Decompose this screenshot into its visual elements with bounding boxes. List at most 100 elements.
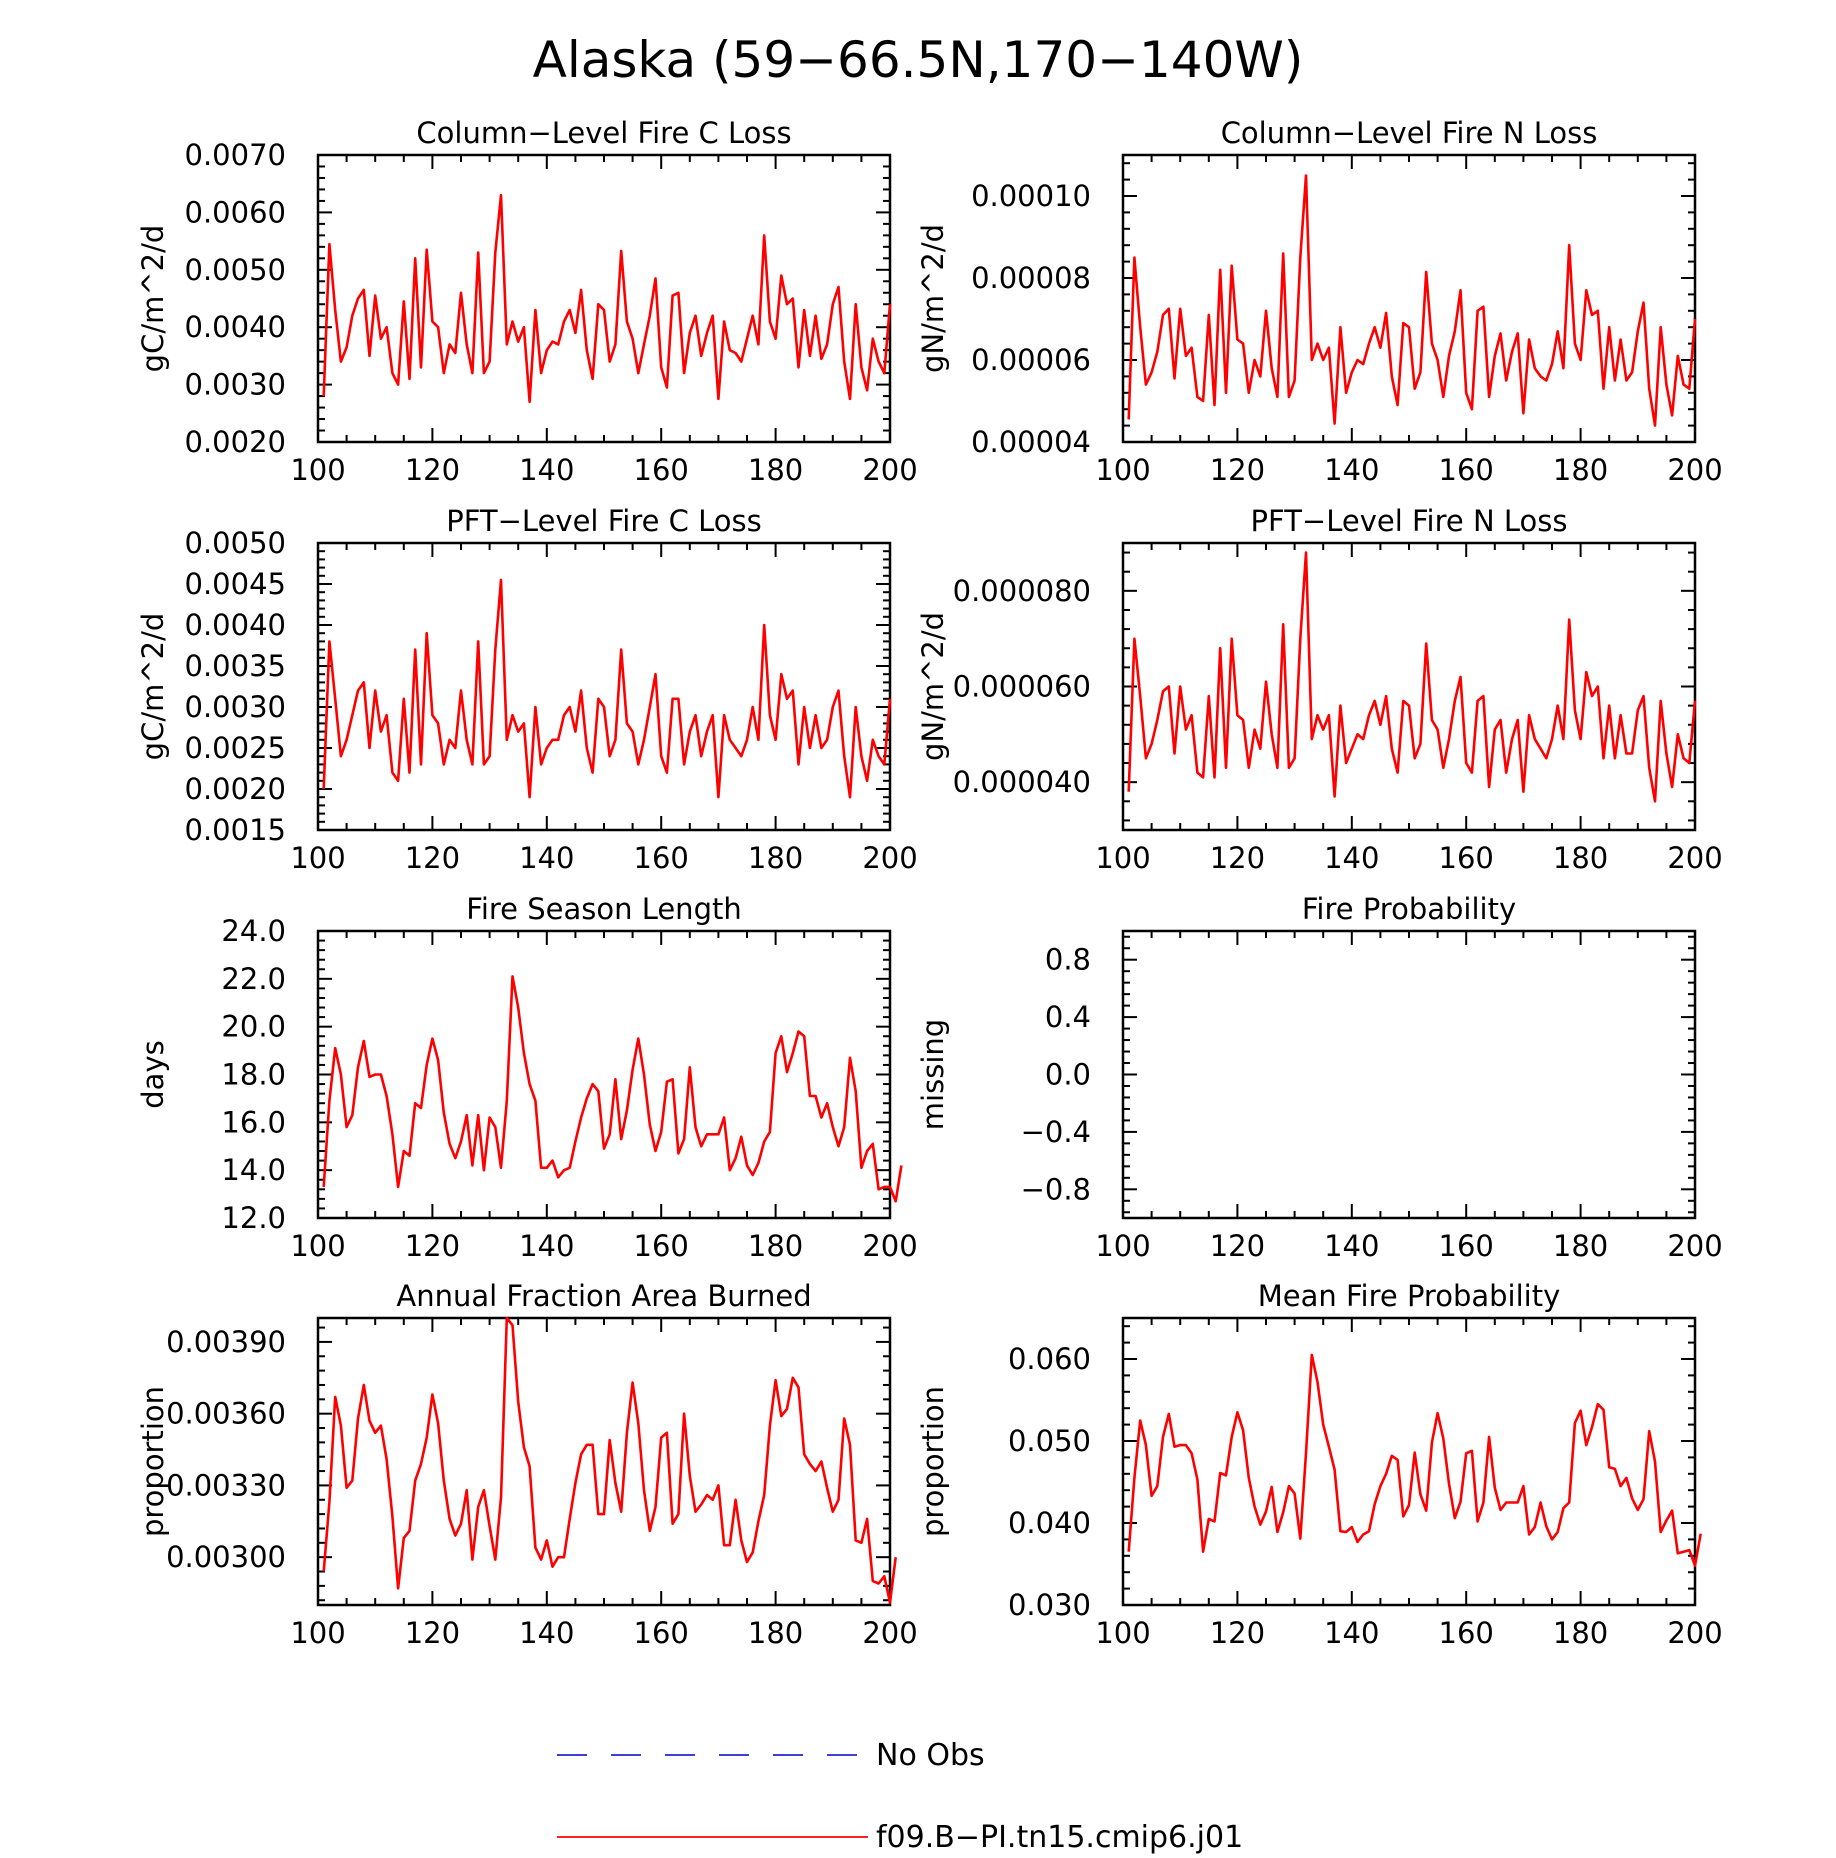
legend: No Obs f09.B−PI.tn15.cmip6.j01 xyxy=(557,1738,1243,1855)
y-tick-label: 0.0050 xyxy=(185,253,286,287)
x-tick-label: 140 xyxy=(1324,841,1379,875)
x-tick-label: 200 xyxy=(862,841,917,875)
x-tick-label: 140 xyxy=(519,1616,574,1650)
x-tick-label: 180 xyxy=(748,453,803,487)
chart-panel: PFT−Level Fire N Loss 100 120 140 160 180 200 0… xyxy=(916,504,1723,875)
x-tick-label: 140 xyxy=(1324,1229,1379,1263)
chart-panel: Column−Level Fire N Loss 100 120 140 160 180 2… xyxy=(916,116,1723,487)
y-tick-label: 12.0 xyxy=(221,1201,286,1235)
y-axis-label: proportion xyxy=(136,1386,170,1537)
x-tick-label: 120 xyxy=(1210,841,1265,875)
panel-title: Column−Level Fire C Loss xyxy=(416,116,791,150)
y-tick-label: 0.0030 xyxy=(185,690,286,724)
y-tick-label: 0.000060 xyxy=(953,670,1091,704)
x-tick-label: 180 xyxy=(748,1229,803,1263)
y-tick-label: 0.050 xyxy=(1008,1424,1091,1458)
x-tick-label: 120 xyxy=(1210,453,1265,487)
chart-panel: Fire Season Length 100 120 140 160 180 200 12.0… xyxy=(136,892,918,1263)
y-tick-label: 0.0030 xyxy=(185,368,286,402)
x-tick-label: 120 xyxy=(405,453,460,487)
x-tick-label: 200 xyxy=(1667,1616,1722,1650)
y-tick-label: 16.0 xyxy=(221,1105,286,1139)
y-tick-label: 0.00004 xyxy=(971,425,1091,459)
y-tick-label: 0.0050 xyxy=(185,526,286,560)
plot-frame xyxy=(1121,153,1697,444)
plot-frame xyxy=(316,929,892,1220)
y-tick-label: 0.8 xyxy=(1045,943,1091,977)
plot-frame xyxy=(316,541,892,832)
panel-title: Annual Fraction Area Burned xyxy=(396,1279,811,1313)
y-tick-label: 0.0040 xyxy=(185,310,286,344)
y-tick-label: 20.0 xyxy=(221,1010,286,1044)
y-tick-label: 0.00010 xyxy=(971,179,1091,213)
y-tick-label: 0.00008 xyxy=(971,261,1091,295)
x-tick-label: 180 xyxy=(1553,453,1608,487)
x-tick-label: 180 xyxy=(1553,1229,1608,1263)
y-axis-label: missing xyxy=(916,1019,950,1130)
y-axis-label: gN/m^2/d xyxy=(916,224,950,373)
panel-title: Column−Level Fire N Loss xyxy=(1221,116,1598,150)
y-tick-label: 0.00330 xyxy=(166,1468,286,1502)
series-line xyxy=(322,578,892,799)
x-tick-label: 120 xyxy=(1210,1229,1265,1263)
y-axis-label: days xyxy=(136,1040,170,1108)
x-tick-label: 100 xyxy=(1095,453,1150,487)
panel-title: PFT−Level Fire N Loss xyxy=(1251,504,1568,538)
y-tick-label: 0.0 xyxy=(1045,1058,1091,1092)
y-tick-label: 0.0040 xyxy=(185,608,286,642)
y-tick-label: 0.000080 xyxy=(953,574,1091,608)
x-tick-label: 120 xyxy=(405,1229,460,1263)
y-tick-label: 0.0060 xyxy=(185,195,286,229)
x-tick-label: 140 xyxy=(1324,1616,1379,1650)
y-tick-label: 18.0 xyxy=(221,1058,286,1092)
x-tick-label: 140 xyxy=(519,841,574,875)
y-tick-label: 0.0070 xyxy=(185,138,286,172)
y-tick-label: 0.0020 xyxy=(185,772,286,806)
x-tick-label: 160 xyxy=(634,1616,689,1650)
y-axis-label: proportion xyxy=(916,1386,950,1537)
x-tick-label: 160 xyxy=(634,1229,689,1263)
y-tick-label: 0.0020 xyxy=(185,425,286,459)
x-tick-label: 200 xyxy=(862,1616,917,1650)
y-tick-label: −0.8 xyxy=(1021,1172,1091,1206)
panel-title: Fire Probability xyxy=(1302,892,1516,926)
series-line xyxy=(1127,174,1697,427)
y-tick-label: −0.4 xyxy=(1021,1115,1091,1149)
x-tick-label: 100 xyxy=(1095,841,1150,875)
x-tick-label: 180 xyxy=(1553,1616,1608,1650)
x-tick-label: 160 xyxy=(634,453,689,487)
series-line xyxy=(322,1316,897,1604)
y-tick-label: 0.0015 xyxy=(185,813,286,847)
chart-panel: Annual Fraction Area Burned 100 120 140 160 1… xyxy=(136,1279,918,1650)
chart-panel: Mean Fire Probability 100 120 140 160 180 200 0… xyxy=(916,1279,1723,1650)
y-tick-label: 22.0 xyxy=(221,962,286,996)
panel-title: Fire Season Length xyxy=(466,892,741,926)
series-line xyxy=(322,193,892,404)
x-tick-label: 120 xyxy=(405,1616,460,1650)
x-tick-label: 160 xyxy=(1439,1229,1494,1263)
x-tick-label: 180 xyxy=(748,1616,803,1650)
x-tick-label: 180 xyxy=(748,841,803,875)
x-tick-label: 160 xyxy=(634,841,689,875)
y-tick-label: 0.040 xyxy=(1008,1506,1091,1540)
series-line xyxy=(1127,551,1697,803)
x-tick-label: 160 xyxy=(1439,841,1494,875)
figure-title: Alaska (59−66.5N,170−140W) xyxy=(533,31,1304,89)
y-axis-label: gN/m^2/d xyxy=(916,612,950,761)
y-tick-label: 24.0 xyxy=(221,914,286,948)
x-tick-label: 120 xyxy=(405,841,460,875)
x-tick-label: 200 xyxy=(1667,453,1722,487)
x-tick-label: 100 xyxy=(1095,1616,1150,1650)
x-tick-label: 200 xyxy=(862,453,917,487)
series-line xyxy=(1127,1353,1702,1567)
series-line xyxy=(322,975,903,1203)
y-tick-label: 0.0035 xyxy=(185,649,286,683)
y-axis-label: gC/m^2/d xyxy=(136,613,170,761)
y-axis-label: gC/m^2/d xyxy=(136,225,170,373)
chart-panel: PFT−Level Fire C Loss 100 120 140 160 180 200 0… xyxy=(136,504,918,875)
x-tick-label: 100 xyxy=(1095,1229,1150,1263)
panel-title: Mean Fire Probability xyxy=(1258,1279,1561,1313)
panel-grid: Column−Level Fire C Loss 100 120 140 160 180 2… xyxy=(136,116,1723,1650)
y-tick-label: 0.000040 xyxy=(953,765,1091,799)
